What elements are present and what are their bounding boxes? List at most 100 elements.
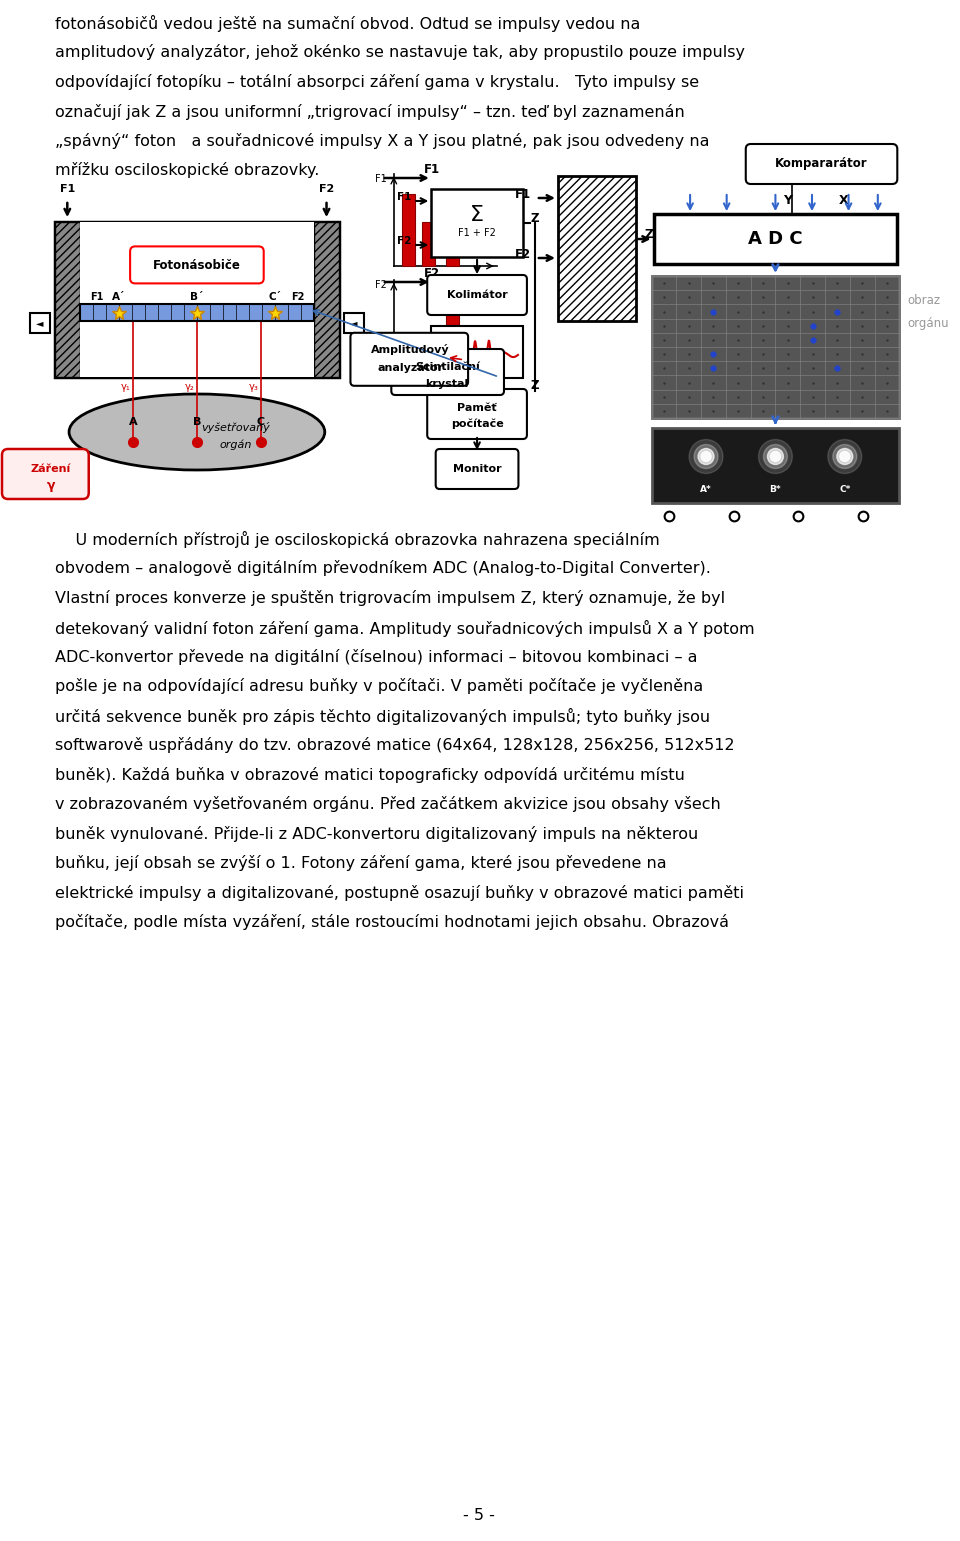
Text: počítače: počítače	[450, 419, 503, 430]
Text: buňku, její obsah se zvýší o 1. Fotony záření gama, které jsou převedene na: buňku, její obsah se zvýší o 1. Fotony z…	[55, 855, 666, 872]
Circle shape	[763, 444, 787, 468]
Text: Z: Z	[644, 228, 654, 240]
Text: ◄: ◄	[350, 317, 358, 328]
Text: určitá sekvence buněk pro zápis těchto digitalizovaných impulsů; tyto buňky jsou: určitá sekvence buněk pro zápis těchto d…	[55, 707, 710, 724]
Text: A: A	[129, 418, 137, 427]
Text: počítače, podle místa vyzáření, stále rostoucími hodnotami jejich obsahu. Obrazo: počítače, podle místa vyzáření, stále ro…	[55, 914, 729, 931]
Text: γ₁: γ₁	[121, 382, 131, 391]
Text: F1 + F2: F1 + F2	[458, 228, 496, 237]
Text: Kompararátor: Kompararátor	[776, 157, 868, 171]
Text: F1: F1	[423, 163, 440, 176]
Bar	[80, 222, 314, 378]
Bar	[402, 334, 415, 353]
Text: Amplitudový: Amplitudový	[371, 344, 449, 356]
Text: v zobrazovaném vyšetřovaném orgánu. Před začátkem akvizice jsou obsahy všech: v zobrazovaném vyšetřovaném orgánu. Před…	[55, 797, 721, 812]
Circle shape	[694, 444, 718, 468]
Text: obraz: obraz	[907, 294, 941, 308]
Text: F2: F2	[515, 248, 531, 262]
Text: označují jak Z a jsou uniformní „trigrovací impulsy“ – tzn. teď byl zaznamenán: označují jak Z a jsou uniformní „trigrov…	[55, 103, 684, 120]
Bar	[652, 428, 900, 502]
Bar	[421, 222, 435, 267]
Text: obvodem – analogově digitálním převodníkem ADC (Analog-to-Digital Converter).: obvodem – analogově digitálním převodník…	[55, 561, 710, 576]
Bar	[30, 313, 50, 333]
Text: buněk). Každá buňka v obrazové matici topograficky odpovídá určitému místu: buněk). Každá buňka v obrazové matici to…	[55, 767, 684, 783]
FancyBboxPatch shape	[436, 448, 518, 488]
Bar	[445, 240, 459, 267]
Text: X: X	[839, 194, 849, 206]
Text: mřížku osciloskopické obrazovky.: mřížku osciloskopické obrazovky.	[55, 162, 320, 179]
Circle shape	[833, 444, 856, 468]
Circle shape	[701, 452, 711, 461]
Bar	[80, 304, 314, 321]
Ellipse shape	[69, 394, 324, 470]
Text: „spávný“ foton   a souřadnicové impulsy X a Y jsou platné, pak jsou odvedeny na: „spávný“ foton a souřadnicové impulsy X …	[55, 133, 709, 149]
Text: U moderních přístrojů je osciloskopická obrazovka nahrazena speciálním: U moderních přístrojů je osciloskopická …	[55, 532, 660, 549]
Circle shape	[758, 439, 792, 473]
Text: - 5 -: - 5 -	[463, 1509, 494, 1523]
Bar	[314, 222, 339, 378]
Text: F2: F2	[291, 293, 304, 302]
FancyBboxPatch shape	[131, 247, 264, 284]
FancyBboxPatch shape	[2, 448, 88, 499]
Bar	[431, 190, 523, 257]
Text: F2: F2	[375, 280, 387, 290]
Text: pošle je na odpovídající adresu buňky v počítači. V paměti počítače je vyčleněna: pošle je na odpovídající adresu buňky v …	[55, 678, 703, 695]
Text: F1: F1	[89, 293, 103, 302]
Text: amplitudový analyzátor, jehož okénko se nastavuje tak, aby propustilo pouze impu: amplitudový analyzátor, jehož okénko se …	[55, 45, 745, 60]
Text: softwarově uspřádány do tzv. obrazové matice (64x64, 128x128, 256x256, 512x512: softwarově uspřádány do tzv. obrazové ma…	[55, 738, 734, 754]
Text: detekovaný validní foton záření gama. Amplitudy souřadnicových impulsů X a Y pot: detekovaný validní foton záření gama. Am…	[55, 619, 755, 636]
Text: F1: F1	[60, 183, 75, 194]
Text: F2: F2	[319, 183, 334, 194]
Text: A D C: A D C	[748, 230, 803, 248]
Text: γ₃: γ₃	[249, 382, 259, 391]
Text: Scintilační: Scintilační	[415, 362, 480, 371]
Text: orgán: orgán	[219, 439, 252, 450]
Text: buněk vynulované. Přijde-li z ADC-konvertoru digitalizovaný impuls na některou: buněk vynulované. Přijde-li z ADC-konver…	[55, 826, 698, 841]
Bar	[431, 327, 523, 378]
Circle shape	[698, 448, 714, 464]
Text: B´: B´	[190, 293, 204, 302]
FancyBboxPatch shape	[746, 143, 898, 183]
Text: F1: F1	[396, 193, 411, 202]
Circle shape	[767, 448, 783, 464]
Text: Monitor: Monitor	[453, 464, 501, 475]
Text: B: B	[193, 418, 201, 427]
Text: ADC-konvertor převede na digitální (číselnou) informaci – bitovou kombinaci – a: ADC-konvertor převede na digitální (číse…	[55, 649, 697, 666]
Text: B: B	[426, 359, 434, 368]
Circle shape	[840, 452, 850, 461]
Text: A*: A*	[700, 485, 712, 495]
Text: Y: Y	[783, 194, 792, 206]
Bar	[654, 214, 898, 264]
Bar	[55, 222, 339, 378]
Bar	[344, 313, 364, 333]
Text: elektrické impulsy a digitalizované, postupně osazují buňky v obrazové matici pa: elektrické impulsy a digitalizované, pos…	[55, 885, 744, 901]
Text: A´: A´	[112, 293, 126, 302]
Circle shape	[771, 452, 780, 461]
Text: Σ: Σ	[470, 205, 484, 225]
Text: F1: F1	[515, 188, 531, 202]
Circle shape	[828, 439, 862, 473]
Text: analyzátor: analyzátor	[377, 362, 444, 373]
Text: γ: γ	[47, 479, 55, 493]
Text: Z: Z	[531, 213, 540, 225]
Text: Záření: Záření	[31, 464, 71, 475]
Text: odpovídající fotopíku – totální absorpci záření gama v krystalu.   Tyto impulsy : odpovídající fotopíku – totální absorpci…	[55, 74, 699, 89]
FancyBboxPatch shape	[427, 388, 527, 439]
Bar	[55, 222, 80, 378]
Bar	[652, 276, 900, 418]
Text: orgánu: orgánu	[907, 317, 948, 330]
Bar	[402, 194, 415, 267]
Circle shape	[689, 439, 723, 473]
Text: ◄: ◄	[36, 317, 43, 328]
Text: B*: B*	[770, 485, 781, 495]
FancyBboxPatch shape	[427, 274, 527, 314]
FancyBboxPatch shape	[350, 333, 468, 385]
Text: Paměť: Paměť	[457, 404, 497, 413]
Text: vyšetřovaný: vyšetřovaný	[201, 422, 270, 433]
Text: Vlastní proces konverze je spuštěn trigrovacím impulsem Z, který oznamuje, že by: Vlastní proces konverze je spuštěn trigr…	[55, 590, 725, 606]
Text: C*: C*	[839, 485, 851, 495]
Text: Fotonásobiče: Fotonásobiče	[153, 259, 241, 271]
Text: C: C	[256, 418, 265, 427]
Text: F2: F2	[396, 236, 411, 247]
Text: F1: F1	[375, 174, 387, 183]
